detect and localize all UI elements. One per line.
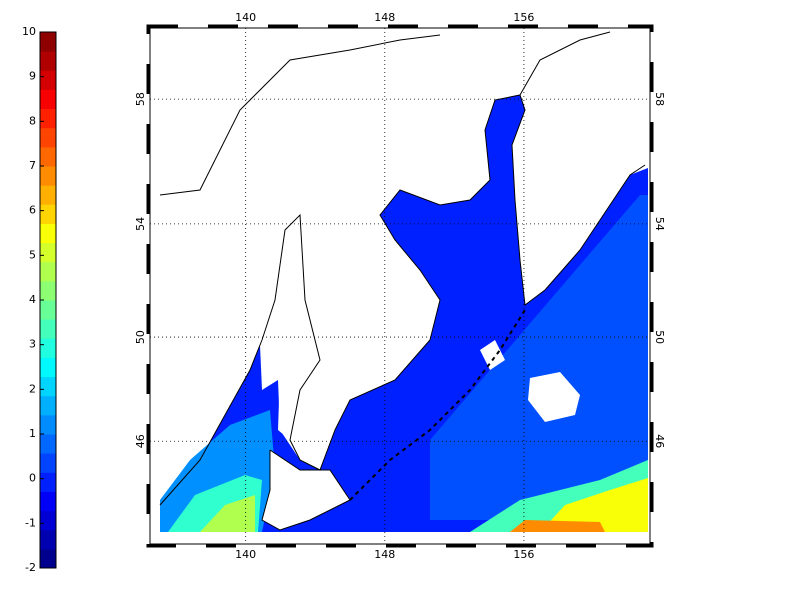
colorbar-segment: [40, 434, 56, 454]
coastline: [159, 34, 441, 196]
colorbar-segment: [40, 242, 56, 263]
coastline: [519, 31, 611, 96]
colorbar-segment: [40, 453, 56, 473]
map-border: [146, 24, 654, 548]
lon-label: 148: [374, 11, 395, 24]
colorbar-label: 0: [29, 472, 36, 485]
colorbar-label: -2: [25, 561, 36, 574]
colorbar-segment: [40, 548, 56, 569]
colorbar-label: 10: [22, 25, 36, 38]
colorbar-segment: [40, 146, 56, 167]
colorbar-label: 8: [29, 114, 36, 127]
lat-label: 46: [653, 434, 666, 448]
colorbar-segment: [40, 338, 56, 358]
colorbar-segment: [40, 376, 56, 397]
lon-label: 156: [513, 11, 534, 24]
lon-label: 140: [235, 548, 256, 561]
lat-label: 50: [653, 330, 666, 344]
sst-field: [159, 31, 648, 532]
map-frame: [149, 27, 651, 545]
colorbar-segment: [40, 185, 56, 205]
lat-label: 50: [134, 330, 147, 344]
colorbar-segment: [40, 300, 56, 320]
lat-label: 46: [134, 434, 147, 448]
no-data: [480, 340, 505, 370]
colorbar-label: 9: [29, 70, 36, 83]
colorbar-segment: [40, 491, 56, 512]
colorbar-segment: [40, 261, 56, 282]
lat-label: 58: [653, 92, 666, 106]
colorbar-label: 4: [29, 293, 36, 306]
sst-region: [510, 520, 605, 532]
colorbar-segment: [40, 32, 56, 52]
colorbar-segment: [40, 357, 56, 378]
colorbar-segment: [40, 108, 56, 129]
colorbar-segment: [40, 280, 56, 301]
colorbar-segment: [40, 51, 56, 71]
sst-region: [430, 195, 648, 520]
colorbar-label: 3: [29, 338, 36, 351]
colorbar-label: 7: [29, 159, 36, 172]
coastline: [261, 449, 351, 531]
colorbar-segment: [40, 70, 56, 90]
colorbar-label: 5: [29, 248, 36, 261]
colorbar-segment: [40, 204, 56, 224]
lat-label: 58: [134, 92, 147, 106]
colorbar-label: 2: [29, 382, 36, 395]
lat-label: 54: [653, 217, 666, 231]
lon-label: 148: [374, 548, 395, 561]
colorbar-segment: [40, 529, 56, 550]
colorbar-segment: [40, 127, 56, 148]
colorbar-segment: [40, 89, 56, 110]
lon-label: 140: [235, 11, 256, 24]
land: [275, 215, 320, 440]
coastline: [159, 94, 646, 506]
colorbar-segment: [40, 319, 56, 339]
colorbar-label: 6: [29, 204, 36, 217]
lon-label: 156: [513, 548, 534, 561]
lat-label: 54: [134, 217, 147, 231]
colorbar-segment: [40, 510, 56, 531]
colorbar-segment: [40, 166, 56, 186]
sst-region: [200, 495, 255, 532]
colorbar-label: 1: [29, 427, 36, 440]
colorbar-segment: [40, 472, 56, 492]
colorbar-segment: [40, 414, 56, 435]
colorbar-label: -1: [25, 516, 36, 529]
colorbar-segment: [40, 395, 56, 416]
colorbar-segment: [40, 223, 56, 244]
sst-region: [540, 478, 648, 532]
no-data: [528, 372, 580, 422]
